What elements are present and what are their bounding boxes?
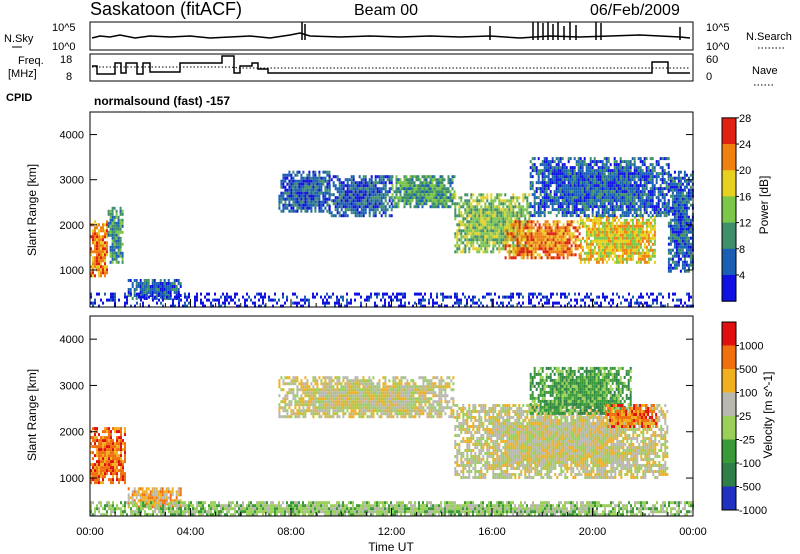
colorbar-swatch bbox=[722, 392, 736, 417]
velocity-ylabel: Slant Range [km] bbox=[25, 369, 39, 461]
echo-region-9 bbox=[529, 157, 670, 218]
noise-search-spikes bbox=[301, 22, 681, 40]
colorbar-tick-label: 20 bbox=[739, 165, 751, 177]
noise-left-tick-low: 10^0 bbox=[52, 41, 76, 53]
echo-region-4 bbox=[529, 366, 632, 415]
site-title: Saskatoon (fitACF) bbox=[90, 0, 242, 19]
noise-sky-line bbox=[91, 32, 691, 39]
freq-panel: Freq. [MHz] 18 8 60 0 Nave CPID normalso… bbox=[6, 53, 778, 108]
echo-region-6 bbox=[90, 501, 694, 517]
colorbar-swatch bbox=[722, 248, 736, 276]
x-tick-label: 16:00 bbox=[478, 526, 506, 538]
colorbar-tick-label: 28 bbox=[739, 113, 751, 125]
cpid-text: normalsound (fast) -157 bbox=[94, 94, 230, 108]
colorbar-swatch bbox=[722, 486, 736, 511]
freq-left-tick-high: 18 bbox=[60, 54, 72, 66]
y-tick-label: 4000 bbox=[60, 130, 84, 142]
noise-left-tick-high: 10^5 bbox=[52, 22, 76, 34]
date-title: 06/Feb/2009 bbox=[590, 2, 680, 19]
echo-region-0 bbox=[90, 220, 108, 278]
power-colorbar: 4 8 12 16 20 24 28 bbox=[721, 113, 751, 302]
colorbar-swatch bbox=[722, 274, 736, 302]
colorbar-swatch bbox=[722, 416, 736, 440]
x-axis-label: Time UT bbox=[368, 540, 414, 554]
velocity-y-ticks: 1000 2000 3000 4000 bbox=[60, 334, 693, 485]
echo-region-2 bbox=[278, 376, 455, 419]
echo-region-5 bbox=[605, 404, 658, 428]
power-ylabel: Slant Range [km] bbox=[25, 164, 39, 256]
x-tick-label: 08:00 bbox=[277, 526, 305, 538]
colorbar-tick-label: 100 bbox=[739, 388, 757, 400]
velocity-colorbar: 1000 500 100 25 -25 -100 -500 -1000 bbox=[721, 321, 767, 517]
echo-region-1 bbox=[107, 206, 124, 264]
colorbar-swatch bbox=[722, 117, 736, 145]
y-tick-label: 3000 bbox=[60, 380, 84, 392]
cpid-label: CPID bbox=[6, 92, 32, 104]
freq-left-label-2: [MHz] bbox=[8, 68, 37, 80]
x-tick-label: 00:00 bbox=[76, 526, 104, 538]
colorbar-tick-label: -1000 bbox=[739, 505, 767, 517]
colorbar-swatch bbox=[722, 144, 736, 171]
freq-left-tick-low: 8 bbox=[66, 71, 72, 83]
x-tick-label: 20:00 bbox=[579, 526, 607, 538]
velocity-heatmap-cells bbox=[90, 366, 694, 517]
colorbar-swatch bbox=[722, 439, 736, 464]
x-tick-label: 04:00 bbox=[177, 526, 205, 538]
power-heatmap-cells bbox=[90, 157, 694, 308]
y-tick-label: 4000 bbox=[60, 334, 84, 346]
echo-region-3 bbox=[278, 170, 331, 213]
nave-line bbox=[92, 66, 690, 69]
nave-right-label: Nave bbox=[752, 65, 778, 77]
y-tick-label: 2000 bbox=[60, 427, 84, 439]
power-panel: 1000 2000 3000 4000 Slant Range [km] 4 8 12 16… bbox=[25, 111, 771, 308]
y-tick-label: 1000 bbox=[60, 265, 84, 277]
x-tick-label: 00:00 bbox=[679, 526, 707, 538]
echo-region-7 bbox=[504, 220, 581, 260]
echo-region-8 bbox=[579, 215, 656, 264]
beam-title: Beam 00 bbox=[354, 2, 418, 19]
echo-region-0 bbox=[90, 427, 126, 485]
echo-region-5 bbox=[391, 175, 456, 209]
y-tick-label: 3000 bbox=[60, 175, 84, 187]
colorbar-swatch bbox=[722, 196, 736, 224]
colorbar-tick-label: 8 bbox=[739, 244, 745, 256]
colorbar-tick-label: 25 bbox=[739, 411, 751, 423]
freq-left-label-1: Freq. bbox=[18, 55, 44, 67]
noise-right-tick-high: 10^5 bbox=[706, 22, 730, 34]
time-axis: 00:00 04:00 08:00 12:00 16:00 20:00 00:00 bbox=[76, 299, 707, 538]
noise-left-label: N.Sky bbox=[4, 33, 34, 45]
power-y-ticks: 1000 2000 3000 4000 bbox=[60, 130, 693, 277]
echo-region-10 bbox=[667, 170, 694, 273]
colorbar-tick-label: 500 bbox=[739, 364, 757, 376]
colorbar-tick-label: -25 bbox=[739, 435, 755, 447]
y-tick-label: 2000 bbox=[60, 220, 84, 232]
velocity-panel: 1000 2000 3000 4000 Slant Range [km] 1000 50… bbox=[25, 315, 775, 517]
colorbar-tick-label: 16 bbox=[739, 191, 751, 203]
noise-panel: N.Sky 10^5 10^0 10^5 10^0 N.Search bbox=[4, 21, 792, 53]
colorbar-swatch bbox=[722, 463, 736, 487]
power-colorbar-label: Power [dB] bbox=[757, 176, 771, 235]
colorbar-tick-label: 1000 bbox=[739, 341, 763, 353]
colorbar-swatch bbox=[722, 170, 736, 197]
colorbar-swatch bbox=[722, 322, 736, 346]
colorbar-tick-label: -100 bbox=[739, 458, 761, 470]
nave-right-tick-high: 60 bbox=[706, 54, 718, 66]
colorbar-tick-label: 24 bbox=[739, 139, 751, 151]
colorbar-tick-label: 12 bbox=[739, 218, 751, 230]
velocity-colorbar-label: Velocity [m s^-1] bbox=[761, 372, 775, 459]
colorbar-swatch bbox=[722, 369, 736, 393]
colorbar-swatch bbox=[722, 345, 736, 370]
colorbar-swatch bbox=[722, 222, 736, 250]
nave-right-tick-low: 0 bbox=[706, 71, 712, 83]
freq-line bbox=[92, 55, 690, 75]
y-tick-label: 1000 bbox=[60, 473, 84, 485]
noise-right-label: N.Search bbox=[746, 31, 792, 43]
x-tick-label: 12:00 bbox=[378, 526, 406, 538]
noise-right-tick-low: 10^0 bbox=[706, 41, 730, 53]
echo-region-4 bbox=[328, 175, 393, 218]
colorbar-tick-label: -500 bbox=[739, 482, 761, 494]
colorbar-tick-label: 4 bbox=[739, 270, 745, 282]
